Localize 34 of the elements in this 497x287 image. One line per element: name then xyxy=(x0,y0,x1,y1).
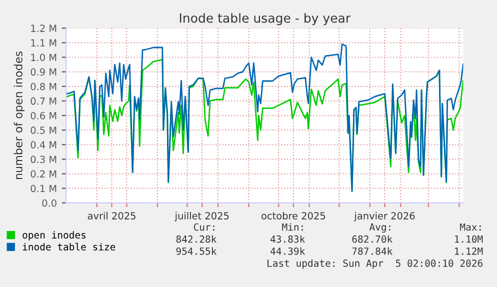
y-tick-label: 0.1 M xyxy=(30,184,56,192)
text: Max: xyxy=(460,224,481,231)
y-tick-label: 0.2 M xyxy=(30,170,56,178)
text: 43.83k xyxy=(270,235,306,243)
y-axis-title: number of open inodes xyxy=(14,52,25,180)
text: Min: xyxy=(282,223,303,231)
chart-title: Inode table usage - by year xyxy=(180,13,351,26)
y-tick-label: 1.1 M xyxy=(31,39,56,46)
y-tick-label: 0.0 xyxy=(42,199,56,207)
y-tick-label: 0.6 M xyxy=(30,112,56,120)
text: 1.12M xyxy=(454,247,483,255)
y-tick-label: 0.9 M xyxy=(30,68,56,76)
y-tick-label: 1.0 M xyxy=(31,54,56,62)
x-tick-label: avril 2025 xyxy=(88,212,136,220)
y-tick-label: 0.3 M xyxy=(30,156,56,164)
x-tick-label: janvier 2026 xyxy=(354,212,415,222)
text: 954.55k xyxy=(176,247,217,255)
legend-label: open inodes xyxy=(22,231,86,240)
y-tick-label: 0.8 M xyxy=(30,82,56,90)
legend-label: inode table size xyxy=(22,242,116,251)
text: Last update: Sun Apr 5 02:00:10 2026 xyxy=(268,259,482,269)
text: 842.28k xyxy=(176,235,217,243)
x-tick-label: juillet 2025 xyxy=(174,212,229,222)
text: Avg: xyxy=(369,223,390,233)
y-tick-label: 0.7 M xyxy=(30,97,56,105)
text: Cur: xyxy=(194,223,214,231)
x-tick-label: octobre 2025 xyxy=(262,212,325,220)
text: 787.84k xyxy=(352,247,392,255)
text: 682.70k xyxy=(352,235,392,243)
text: 1.10M xyxy=(454,235,483,243)
text: 44.39k xyxy=(270,247,306,255)
y-tick-label: 0.4 M xyxy=(30,141,56,148)
y-tick-label: 1.2 M xyxy=(31,24,56,32)
y-tick-label: 0.5 M xyxy=(30,126,56,134)
